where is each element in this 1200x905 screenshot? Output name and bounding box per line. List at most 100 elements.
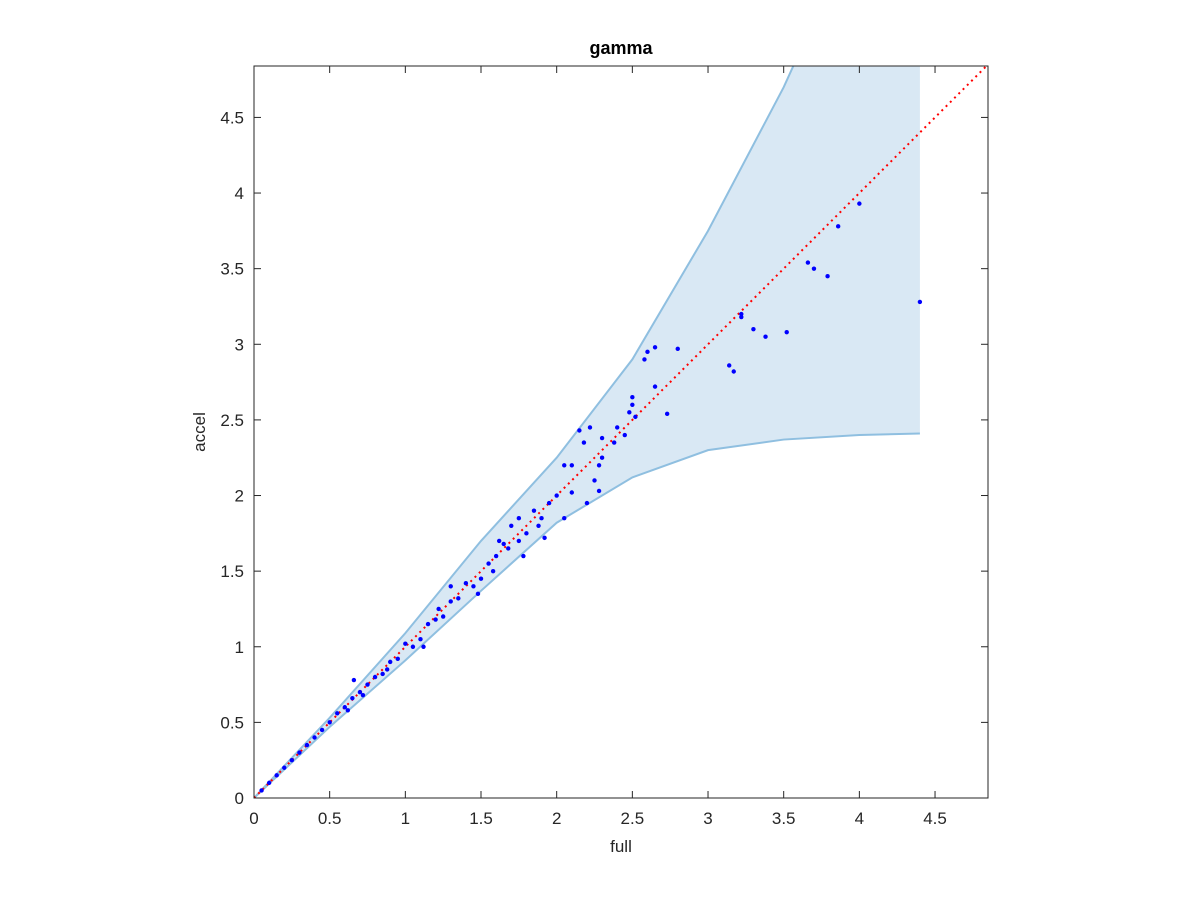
data-point [599, 435, 605, 441]
data-point [664, 411, 670, 417]
data-point [524, 531, 529, 536]
plot-area [254, 66, 988, 798]
x-axis-label: full [610, 837, 632, 856]
data-point [622, 432, 627, 438]
data-point [282, 765, 287, 770]
data-point [633, 414, 638, 420]
y-tick-label: 4 [235, 184, 244, 203]
data-point [516, 516, 522, 521]
data-point [350, 695, 355, 701]
data-point [425, 621, 431, 627]
x-tick-label: 4 [855, 809, 864, 828]
x-tick-label: 2.5 [621, 809, 645, 828]
data-point [857, 201, 862, 206]
data-point [380, 671, 385, 677]
data-point [587, 425, 593, 430]
data-point [403, 641, 408, 646]
y-axis-label: accel [190, 412, 209, 452]
data-point [360, 692, 366, 698]
data-point [351, 677, 357, 683]
band-lower-edge [254, 432, 920, 798]
data-point [289, 757, 295, 763]
data-point [917, 299, 923, 305]
data-point [596, 463, 602, 468]
x-tick-label: 0 [249, 809, 258, 828]
data-point [421, 644, 426, 649]
data-point [577, 428, 582, 433]
data-point [599, 455, 605, 460]
data-point [652, 384, 658, 389]
data-point [805, 260, 811, 265]
data-point [531, 508, 537, 513]
data-point [739, 311, 744, 317]
data-point [448, 599, 453, 604]
data-point [357, 689, 363, 695]
data-point [471, 584, 476, 589]
x-tick-label: 3 [703, 809, 712, 828]
data-point [501, 541, 506, 547]
data-point [727, 363, 732, 368]
data-point [342, 705, 348, 710]
axes-box [253, 65, 989, 799]
data-point [372, 674, 378, 680]
data-point [440, 614, 446, 619]
data-point [811, 266, 817, 271]
data-point [312, 735, 317, 740]
data-point [521, 553, 526, 559]
data-point [274, 773, 279, 778]
data-point [496, 538, 502, 544]
data-point [365, 682, 370, 687]
data-point [266, 780, 272, 786]
data-point [539, 516, 544, 521]
data-point [304, 742, 310, 748]
x-tick-label: 1.5 [469, 809, 493, 828]
x-tick-label: 0.5 [318, 809, 342, 828]
data-point [630, 395, 635, 400]
x-tick-label: 4.5 [923, 809, 947, 828]
data-point [569, 490, 575, 495]
data-point [319, 727, 325, 733]
data-point [562, 463, 567, 468]
data-point [516, 538, 522, 544]
y-tick-label: 2 [235, 487, 244, 506]
data-point [448, 584, 453, 589]
data-point [596, 488, 602, 494]
data-point [835, 224, 841, 229]
y-tick-label: 0 [235, 789, 244, 808]
data-point [490, 568, 496, 574]
data-point [731, 369, 736, 374]
data-point [506, 546, 511, 551]
data-point [763, 334, 768, 339]
y-tick-label: 3 [235, 335, 244, 354]
data-point [388, 659, 393, 665]
data-point [592, 478, 597, 483]
y-tick-label: 2.5 [220, 411, 244, 430]
reference-line [254, 66, 988, 798]
data-point [569, 463, 575, 468]
data-point [611, 440, 617, 445]
data-point [642, 357, 647, 362]
data-point [418, 636, 423, 642]
data-point [456, 596, 461, 601]
data-point [410, 644, 416, 649]
data-point [395, 656, 400, 662]
data-point [675, 346, 680, 352]
data-point [297, 750, 302, 755]
x-tick-label: 1 [401, 809, 410, 828]
data-point [509, 523, 514, 528]
y-tick-label: 1 [235, 638, 244, 657]
data-point [433, 617, 438, 622]
y-tick-label: 1.5 [220, 562, 244, 581]
data-point [475, 591, 481, 597]
data-point [542, 535, 547, 541]
data-point [615, 425, 620, 430]
data-point [536, 523, 541, 528]
data-point [345, 708, 351, 713]
data-point [436, 606, 441, 612]
data-point [751, 326, 756, 332]
data-point [630, 402, 635, 407]
data-point [739, 314, 744, 320]
data-point [546, 500, 552, 506]
